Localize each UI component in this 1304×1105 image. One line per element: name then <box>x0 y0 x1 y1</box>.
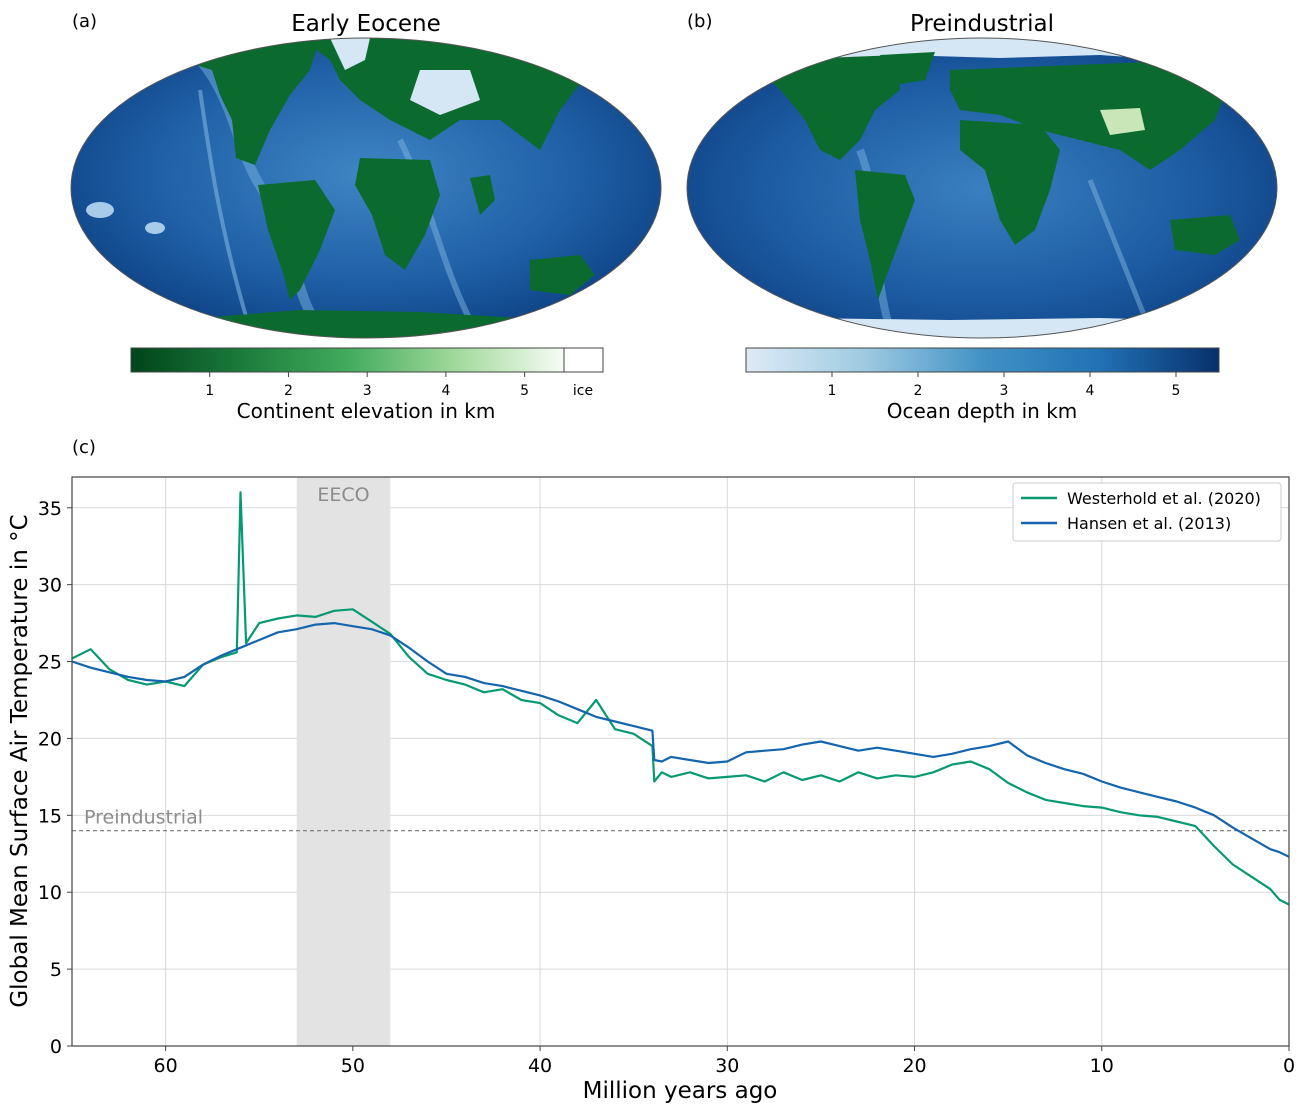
colorbar-b <box>746 348 1219 372</box>
preindustrial-map <box>686 37 1278 339</box>
colorbar-tick-label: 1 <box>828 383 837 399</box>
panel-b-letter: (b) <box>687 11 712 32</box>
x-tick-label: 60 <box>154 1055 178 1077</box>
colorbar-b-label: Ocean depth in km <box>887 399 1078 423</box>
colorbar-tick-label: 4 <box>441 383 450 399</box>
x-tick-label: 50 <box>341 1055 365 1077</box>
y-axis-label: Global Mean Surface Air Temperature in °… <box>7 514 33 1007</box>
x-axis-ticks: 60 50 40 30 20 10 0 <box>154 1046 1295 1077</box>
panel-b: (b) Preindustrial <box>686 11 1278 423</box>
colorbar-tick-label: 3 <box>363 383 372 399</box>
legend-label-hansen: Hansen et al. (2013) <box>1067 514 1231 533</box>
series-line-westerhold <box>72 491 1289 906</box>
legend-box <box>1012 482 1282 542</box>
x-tick-label: 30 <box>715 1055 739 1077</box>
y-tick-label: 35 <box>38 498 62 520</box>
map-b-outline <box>686 37 1278 339</box>
colorbar-tick-label: 5 <box>520 383 529 399</box>
colorbar-tick-label: 4 <box>1086 383 1095 399</box>
x-tick-label: 40 <box>528 1055 552 1077</box>
colorbar-a-ticks: 1 2 3 4 5 <box>205 372 529 399</box>
colorbar-b-ticks: 1 2 3 4 5 <box>828 372 1181 399</box>
y-tick-label: 0 <box>50 1036 62 1058</box>
colorbar-tick-label: 1 <box>205 383 214 399</box>
panel-b-title: Preindustrial <box>910 11 1054 37</box>
legend: Westerhold et al. (2020) Hansen et al. (… <box>1012 482 1282 542</box>
panel-a-title: Early Eocene <box>291 11 441 37</box>
colorbar-a-ice-label: ice <box>573 383 593 399</box>
eocene-map <box>70 37 662 339</box>
panel-c: (c) EECO Preindustrial 60 50 40 30 20 10 0 0 5 1… <box>7 437 1295 1104</box>
y-tick-label: 10 <box>38 882 62 904</box>
series-line-hansen <box>72 622 1289 858</box>
map-a-outline <box>70 37 662 339</box>
colorbar-tick-label: 2 <box>914 383 923 399</box>
y-axis-ticks: 0 5 10 15 20 25 30 35 <box>38 498 72 1058</box>
legend-label-westerhold: Westerhold et al. (2020) <box>1067 489 1261 508</box>
series-layer <box>72 491 1289 906</box>
colorbar-a <box>131 348 564 372</box>
plot-frame <box>71 476 1290 1047</box>
panel-a-letter: (a) <box>72 11 97 32</box>
panel-c-letter: (c) <box>72 437 96 458</box>
preindustrial-label: Preindustrial <box>84 807 203 829</box>
y-tick-label: 5 <box>50 959 62 981</box>
x-tick-label: 10 <box>1090 1055 1114 1077</box>
x-tick-label: 0 <box>1283 1055 1295 1077</box>
x-tick-label: 20 <box>902 1055 926 1077</box>
colorbar-a-label: Continent elevation in km <box>237 399 496 423</box>
colorbar-tick-label: 5 <box>1172 383 1181 399</box>
eeco-label: EECO <box>317 484 369 506</box>
colorbar-a-ice <box>564 348 603 372</box>
colorbar-tick-label: 2 <box>284 383 293 399</box>
eeco-shaded-region <box>296 477 391 1046</box>
colorbar-tick-label: 3 <box>1000 383 1009 399</box>
panel-a: (a) Early Eocene <box>70 11 662 423</box>
x-axis-label: Million years ago <box>583 1078 778 1104</box>
y-tick-label: 15 <box>38 805 62 827</box>
y-tick-label: 20 <box>38 728 62 750</box>
y-tick-label: 30 <box>38 575 62 597</box>
y-tick-label: 25 <box>38 652 62 674</box>
plot-grid <box>72 477 1290 1047</box>
